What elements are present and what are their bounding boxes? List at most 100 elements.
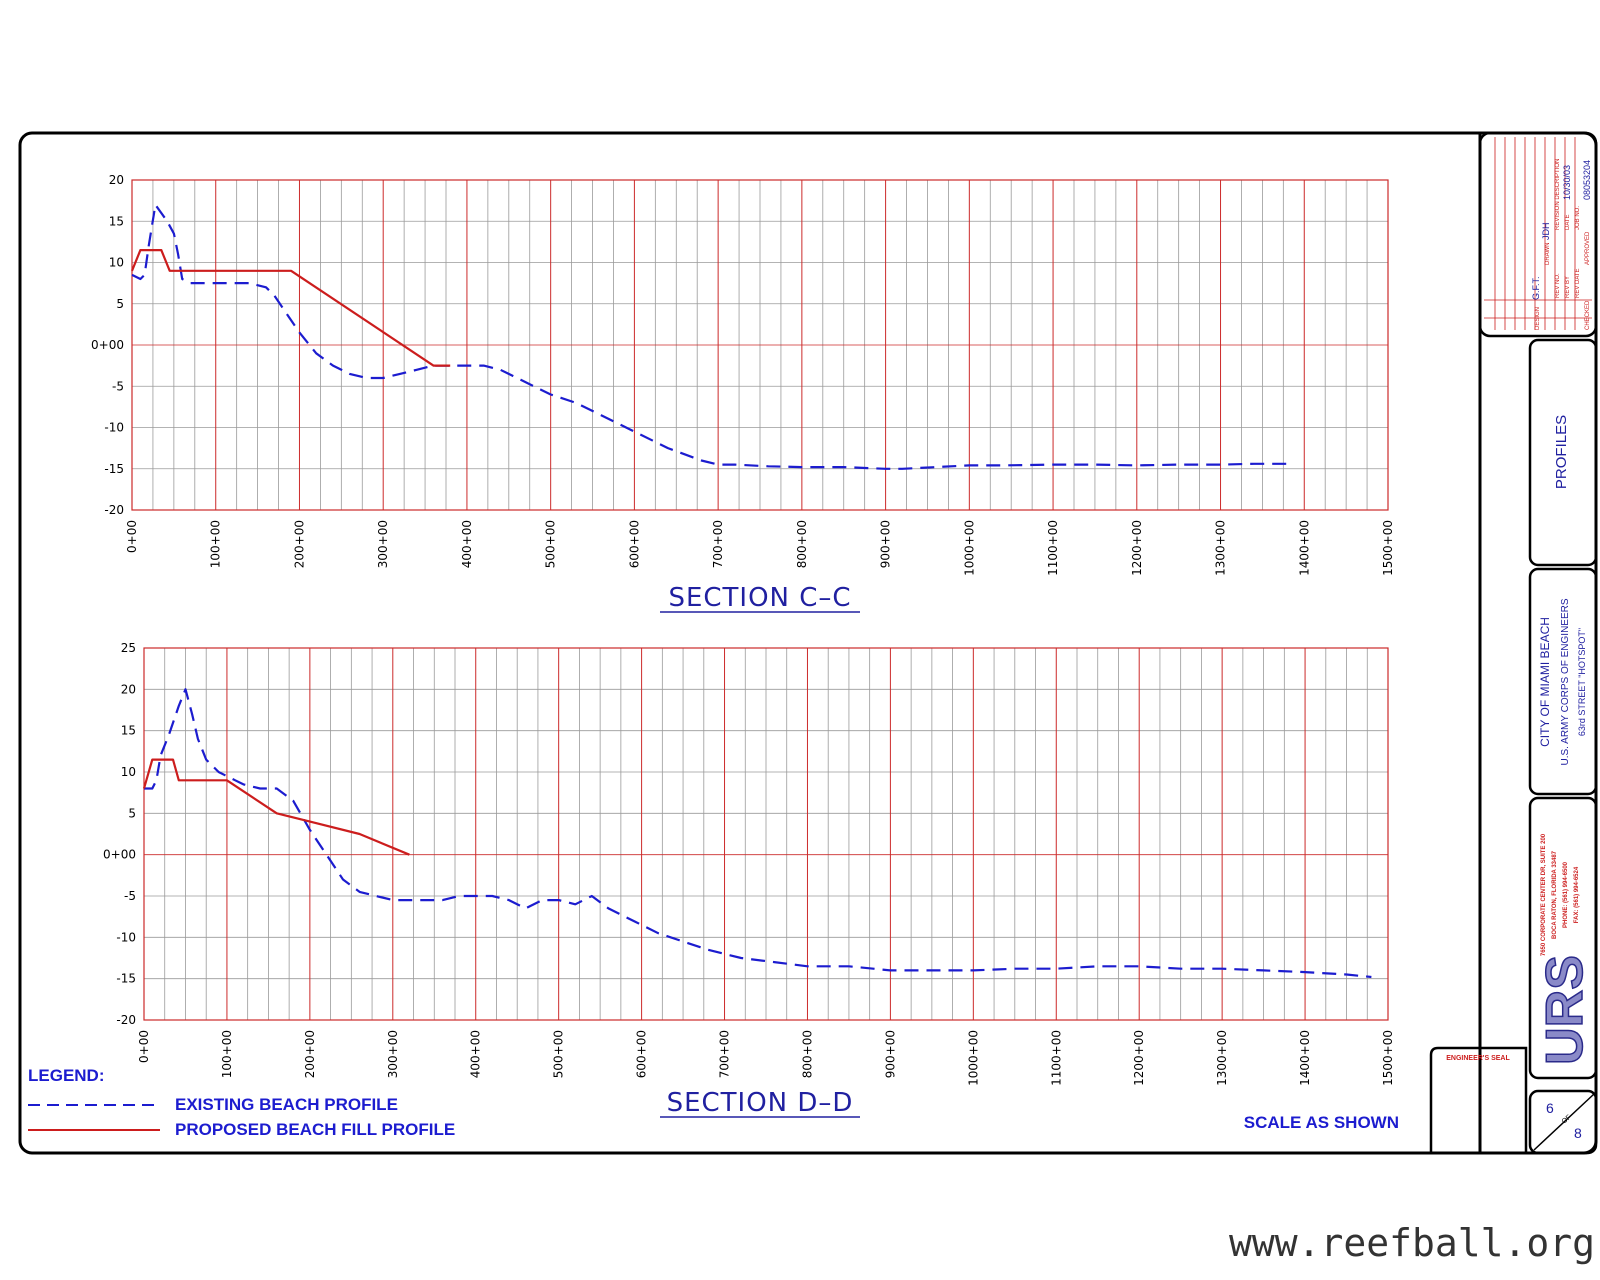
legend: LEGEND: EXISTING BEACH PROFILE PROPOSED … bbox=[28, 1066, 455, 1139]
y-tick-label: 20 bbox=[109, 173, 124, 187]
y-tick-label: 5 bbox=[116, 297, 124, 311]
address-line-1: 7650 CORPORATE CENTER DR, SUITE 200 bbox=[1541, 833, 1547, 956]
y-tick-label: 15 bbox=[109, 214, 124, 228]
title-block: REVISION DESCRIPTION REV NO. REV BY REV … bbox=[1429, 131, 1598, 1155]
project-line-3: 63rd STREET "HOTSPOT" bbox=[1577, 628, 1587, 736]
y-tick-label: 0+00 bbox=[91, 338, 124, 352]
x-tick-label: 1500+00 bbox=[1381, 1030, 1395, 1086]
x-tick-label: 300+00 bbox=[376, 520, 390, 568]
x-tick-label: 100+00 bbox=[220, 1030, 234, 1078]
y-tick-label: -5 bbox=[112, 379, 124, 393]
y-tick-label: -20 bbox=[116, 1013, 136, 1027]
x-tick-label: 200+00 bbox=[303, 1030, 317, 1078]
plot-frame bbox=[131, 179, 1389, 511]
x-tick-label: 1100+00 bbox=[1049, 1030, 1063, 1086]
y-tick-label: 15 bbox=[121, 724, 136, 738]
x-tick-label: 800+00 bbox=[795, 520, 809, 568]
y-tick-label: 10 bbox=[109, 256, 124, 270]
x-tick-label: 1000+00 bbox=[966, 1030, 980, 1086]
x-tick-label: 1000+00 bbox=[962, 520, 976, 576]
address-line-3: PHONE: (561) 994-6500 bbox=[1563, 861, 1569, 928]
x-tick-label: 800+00 bbox=[800, 1030, 814, 1078]
revision-description-label: REVISION DESCRIPTION bbox=[1555, 159, 1561, 230]
design-label: DESIGN bbox=[1535, 307, 1541, 330]
x-tick-label: 300+00 bbox=[386, 1030, 400, 1078]
y-tick-label: -10 bbox=[116, 930, 136, 944]
x-tick-label: 1400+00 bbox=[1298, 1030, 1312, 1086]
y-tick-label: -10 bbox=[104, 421, 124, 435]
address-line-2: BOCA RATON, FLORIDA 33487 bbox=[1552, 850, 1558, 939]
x-tick-label: 1400+00 bbox=[1297, 520, 1311, 576]
x-tick-label: 600+00 bbox=[635, 1030, 649, 1078]
seal-box bbox=[1429, 1046, 1528, 1152]
y-tick-label: 25 bbox=[121, 641, 136, 655]
sheet-of: OF bbox=[1561, 1114, 1573, 1126]
drawn-label: DRAWN bbox=[1545, 243, 1551, 265]
series-line-existing bbox=[144, 688, 1372, 979]
x-tick-label: 200+00 bbox=[292, 520, 306, 568]
sheet-total: 8 bbox=[1574, 1125, 1582, 1141]
plot-frame bbox=[143, 647, 1389, 1021]
rev-no-label: REV NO. bbox=[1555, 273, 1561, 298]
y-tick-label: -5 bbox=[124, 889, 136, 903]
sheet-number-divider bbox=[1533, 1093, 1595, 1151]
design-value: G.F.T. bbox=[1531, 276, 1541, 300]
x-tick-label: 0+00 bbox=[125, 520, 139, 553]
legend-heading: LEGEND: bbox=[28, 1066, 105, 1085]
y-tick-label: 20 bbox=[121, 682, 136, 696]
x-tick-label: 1300+00 bbox=[1214, 520, 1228, 576]
revision-grid bbox=[1484, 137, 1592, 330]
x-tick-label: 100+00 bbox=[209, 520, 223, 568]
y-tick-label: -15 bbox=[104, 462, 124, 476]
checked-label: CHECKED bbox=[1585, 300, 1591, 330]
chart-title-d-d: SECTION D–D bbox=[667, 1088, 854, 1118]
date-value: 10/30/03 bbox=[1562, 165, 1572, 200]
approved-label: APPROVED bbox=[1585, 231, 1591, 265]
y-tick-label: -15 bbox=[116, 972, 136, 986]
project-line-1: CITY OF MIAMI BEACH bbox=[1538, 617, 1552, 747]
watermark: www.reefball.org bbox=[1229, 1221, 1595, 1265]
drawing-title-panel bbox=[1528, 338, 1598, 567]
series-line-existing bbox=[131, 203, 1288, 470]
x-tick-label: 1100+00 bbox=[1046, 520, 1060, 576]
sheet-number: 6 bbox=[1546, 1100, 1554, 1116]
drawing-title: PROFILES bbox=[1553, 415, 1570, 489]
project-panel bbox=[1528, 567, 1598, 796]
x-tick-label: 1500+00 bbox=[1381, 520, 1395, 576]
company-panel bbox=[1528, 796, 1598, 1080]
address-line-4: FAX: (561) 994-6524 bbox=[1574, 866, 1580, 923]
rev-by-label: REV BY bbox=[1565, 276, 1571, 298]
chart-title-c-c: SECTION C–C bbox=[668, 583, 851, 613]
y-tick-label: 10 bbox=[121, 765, 136, 779]
x-tick-label: 700+00 bbox=[711, 520, 725, 568]
sheet-number-panel bbox=[1528, 1089, 1598, 1155]
scale-note: SCALE AS SHOWN bbox=[1244, 1113, 1399, 1132]
x-tick-label: 700+00 bbox=[718, 1030, 732, 1078]
series-line-proposed bbox=[142, 758, 410, 856]
date-label: DATE bbox=[1565, 214, 1571, 230]
x-tick-label: 500+00 bbox=[544, 520, 558, 568]
job-no-label: JOB NO. bbox=[1575, 206, 1581, 230]
job-no-value: 08053204 bbox=[1582, 160, 1592, 200]
rev-date-label: REV DATE bbox=[1575, 268, 1581, 298]
x-tick-label: 500+00 bbox=[552, 1030, 566, 1078]
x-tick-label: 600+00 bbox=[627, 520, 641, 568]
x-tick-label: 1200+00 bbox=[1132, 1030, 1146, 1086]
project-line-2: U.S. ARMY CORPS OF ENGINEERS bbox=[1560, 598, 1571, 765]
y-tick-label: 0+00 bbox=[103, 848, 136, 862]
seal-label: ENGINEER'S SEAL bbox=[1446, 1055, 1510, 1062]
x-tick-label: 400+00 bbox=[469, 1030, 483, 1078]
y-tick-label: -20 bbox=[104, 503, 124, 517]
x-tick-label: 1300+00 bbox=[1215, 1030, 1229, 1086]
x-tick-label: 1200+00 bbox=[1130, 520, 1144, 576]
x-tick-label: 900+00 bbox=[883, 1030, 897, 1078]
y-tick-label: 5 bbox=[128, 806, 136, 820]
series-line-proposed bbox=[130, 249, 451, 367]
x-tick-label: 900+00 bbox=[879, 520, 893, 568]
drawn-value: JDH bbox=[1541, 223, 1551, 241]
legend-proposed-label: PROPOSED BEACH FILL PROFILE bbox=[175, 1120, 455, 1139]
legend-existing-label: EXISTING BEACH PROFILE bbox=[175, 1095, 398, 1114]
